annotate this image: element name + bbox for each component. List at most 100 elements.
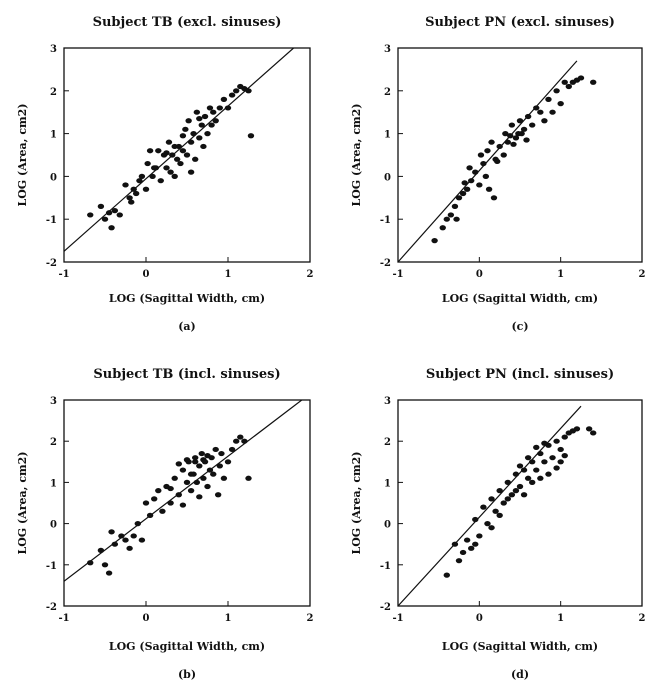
data-point	[216, 463, 223, 469]
data-point	[196, 463, 203, 469]
data-point	[463, 186, 471, 192]
y-tick-label: -1	[46, 561, 57, 572]
data-point	[192, 156, 199, 162]
data-point	[175, 492, 182, 498]
data-point	[122, 537, 129, 543]
data-point	[490, 195, 498, 201]
panel-caption: (d)	[511, 668, 529, 681]
data-point	[187, 169, 195, 175]
data-point	[488, 525, 495, 531]
data-point	[201, 113, 209, 120]
data-point	[561, 453, 568, 459]
data-point	[247, 133, 255, 139]
data-point	[130, 186, 137, 192]
data-point	[187, 139, 195, 145]
data-point	[187, 488, 195, 494]
y-tick-label: 0	[384, 520, 391, 531]
data-point	[183, 457, 191, 463]
data-point	[177, 160, 184, 167]
data-point	[553, 438, 560, 444]
data-point	[171, 143, 178, 150]
y-tick-label: 2	[384, 437, 391, 448]
data-point	[477, 152, 485, 158]
data-point	[198, 450, 205, 457]
data-point	[488, 139, 495, 145]
data-point	[136, 178, 143, 184]
data-point	[237, 434, 244, 440]
data-point	[138, 173, 146, 179]
data-point	[208, 122, 215, 128]
data-point	[507, 133, 514, 139]
y-tick-label: -1	[380, 561, 391, 572]
data-point	[524, 475, 532, 481]
data-point	[492, 508, 499, 514]
data-point	[105, 570, 113, 576]
data-point	[130, 533, 137, 539]
data-point	[101, 216, 109, 222]
data-point	[193, 109, 201, 115]
data-point	[108, 225, 115, 231]
panel-caption: (c)	[511, 320, 528, 333]
panel-2: Subject TB (incl. sinuses)-1 0 1 2-2-10123L…	[16, 367, 314, 681]
data-point	[182, 126, 189, 132]
data-point	[508, 492, 516, 498]
plot-frame	[397, 399, 643, 607]
data-point	[529, 459, 536, 465]
data-point	[183, 152, 191, 158]
data-point	[504, 139, 511, 145]
data-point	[523, 137, 530, 143]
data-point	[476, 533, 483, 539]
data-point	[549, 455, 556, 461]
data-point	[468, 178, 475, 184]
data-point	[171, 475, 178, 481]
data-point	[212, 118, 219, 124]
data-point	[155, 148, 162, 154]
x-tick-label: -1	[392, 269, 403, 280]
data-point	[537, 109, 544, 115]
data-point	[233, 88, 240, 94]
data-point	[516, 463, 524, 469]
x-tick-label: -1	[58, 269, 69, 280]
data-point	[472, 541, 479, 547]
y-tick-label: 0	[50, 172, 57, 183]
data-point	[484, 148, 491, 154]
data-point	[510, 141, 517, 147]
data-point	[485, 186, 493, 192]
x-axis-label: LOG (Sagittal Width, cm)	[109, 640, 265, 653]
data-point	[476, 182, 483, 188]
data-point	[516, 118, 524, 124]
data-point	[494, 158, 501, 165]
data-point	[179, 133, 187, 139]
data-point	[128, 199, 135, 205]
y-tick-label: 1	[384, 130, 391, 141]
data-point	[561, 434, 568, 440]
data-point	[524, 455, 532, 461]
y-tick-label: 3	[50, 44, 57, 55]
y-tick-label: 3	[384, 44, 391, 55]
data-point	[502, 131, 509, 137]
data-point	[206, 105, 214, 111]
y-tick-label: 2	[50, 437, 57, 448]
data-point	[118, 533, 125, 539]
data-point	[157, 178, 164, 184]
x-tick-label: 1	[225, 613, 232, 624]
x-tick-label: 1	[557, 269, 564, 280]
data-point	[512, 488, 520, 494]
data-point	[590, 79, 597, 85]
data-point	[87, 212, 94, 218]
data-point	[488, 496, 495, 502]
data-point	[196, 494, 203, 500]
plot-frame	[397, 47, 643, 263]
data-point	[196, 116, 203, 122]
data-point	[108, 529, 115, 535]
data-point	[198, 122, 205, 128]
data-point	[508, 122, 516, 128]
data-point	[220, 96, 228, 102]
data-point	[228, 92, 236, 98]
data-point	[529, 122, 536, 128]
data-point	[216, 105, 223, 111]
data-point	[151, 496, 158, 502]
data-point	[105, 210, 113, 216]
data-point	[175, 461, 182, 467]
x-tick-label: -1	[392, 613, 403, 624]
